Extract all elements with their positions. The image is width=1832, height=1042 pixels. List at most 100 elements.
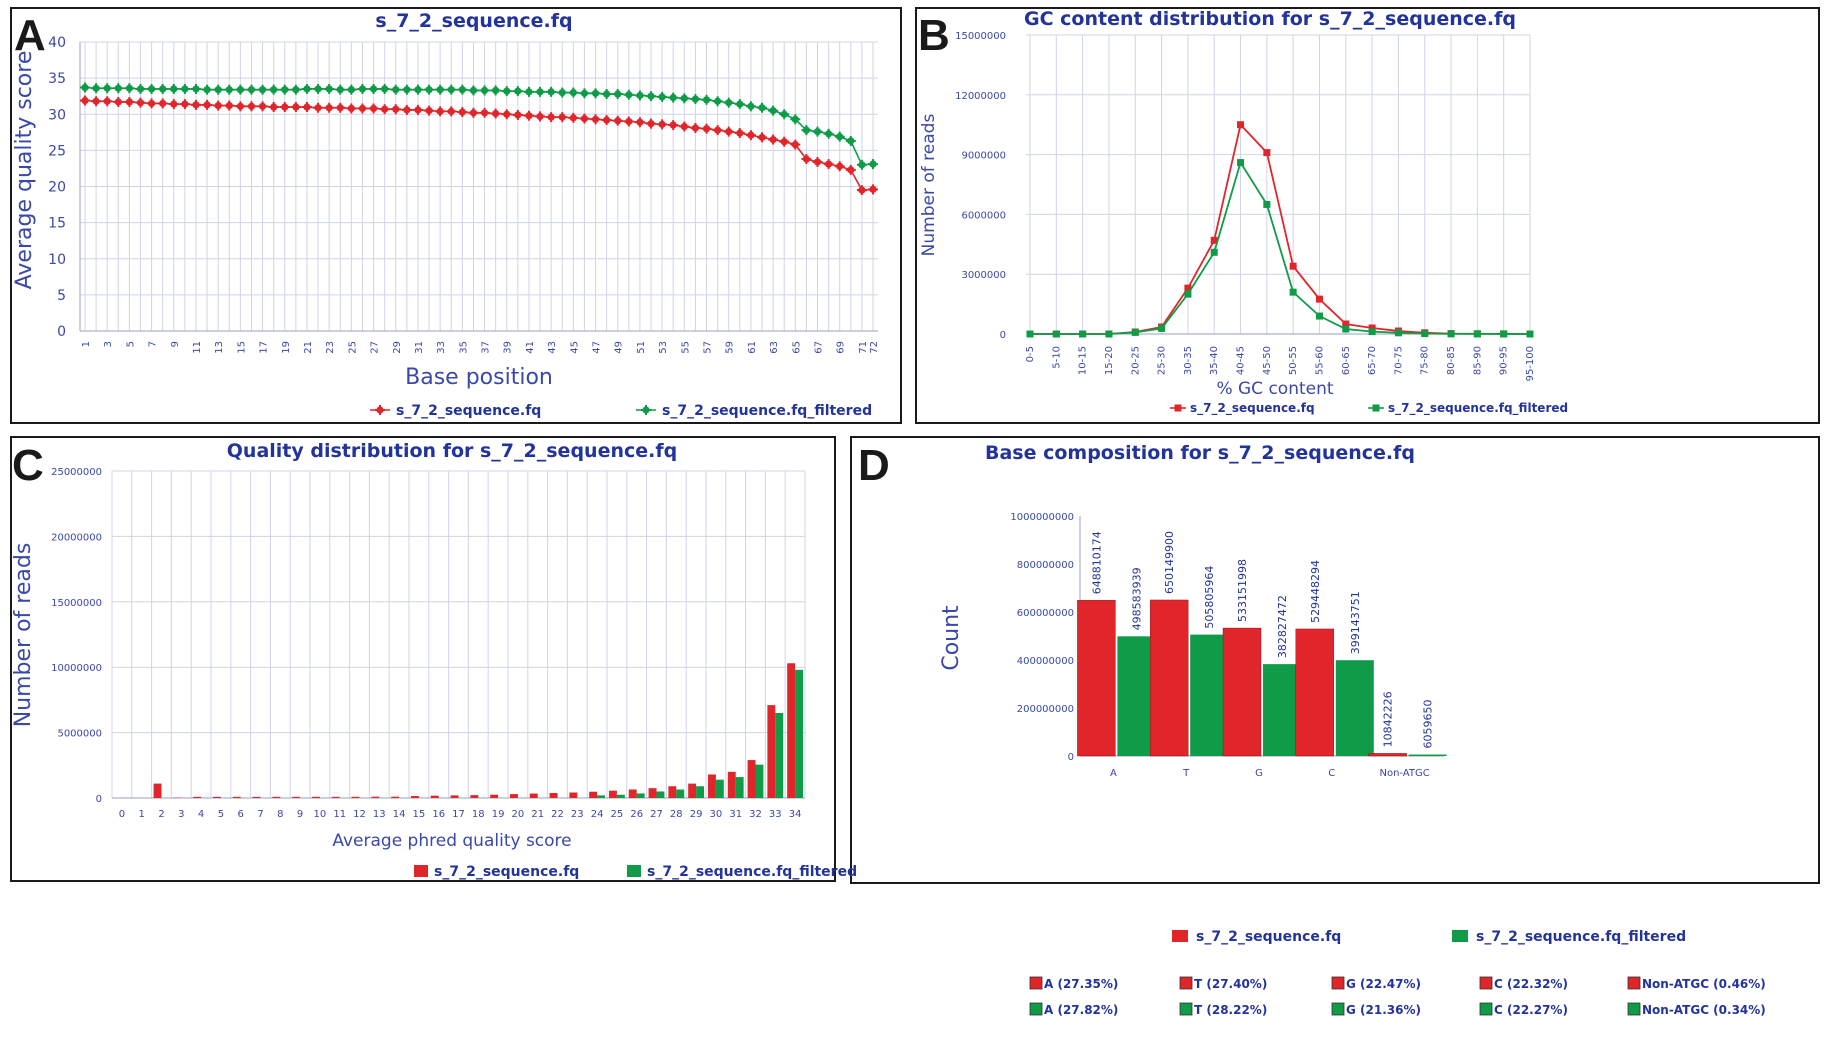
panel-c-bar: [656, 791, 665, 798]
panel-c-legend-swatch: [627, 865, 641, 877]
panel-c-bar: [727, 771, 736, 798]
panel-b-x-tick: 85-90: [1472, 346, 1483, 375]
panel-c-x-tick: 12: [353, 809, 366, 820]
panel-a-y-tick: 20: [48, 180, 66, 196]
panel-c-x-tick: 11: [333, 809, 346, 820]
panel-d-y-tick: 600000000: [1017, 608, 1074, 619]
panel-b-point: [1368, 324, 1376, 332]
panel-c-x-tick: 27: [650, 809, 663, 820]
panel-d-x-tick: G: [1255, 768, 1263, 779]
panel-c-bar: [787, 663, 796, 798]
panel-b-point: [1315, 312, 1323, 320]
panel-d-x-tick: T: [1182, 768, 1190, 779]
panel-b-legend-marker: [1372, 404, 1380, 412]
panel-c-y-label: Number of reads: [11, 543, 36, 728]
panel-c-y-tick: 0: [96, 794, 102, 805]
panel-c-bar: [628, 789, 637, 798]
panel-c-bar: [311, 796, 320, 798]
panel-d-percent-label: Non-ATGC (0.46%): [1642, 977, 1766, 991]
panel-d-x-tick: Non-ATGC: [1379, 768, 1429, 779]
panel-b-y-tick: 12000000: [955, 91, 1006, 102]
panel-c-bar: [735, 777, 744, 798]
panel-b-x-tick: 5-10: [1051, 346, 1062, 369]
panel-c-bar: [668, 786, 677, 798]
panel-c-x-tick: 3: [178, 809, 184, 820]
panel-a-y-tick: 5: [57, 288, 66, 304]
panel-d-bar-value: 529448294: [1309, 560, 1322, 623]
panel-c-bar: [676, 789, 685, 798]
panel-c-bar: [509, 794, 518, 798]
panel-a-x-tick: 15: [236, 341, 247, 354]
panel-a-x-tick: 21: [303, 341, 314, 354]
panel-d-bar-value: 6059650: [1422, 700, 1435, 749]
panel-a-x-tick: 37: [481, 341, 492, 354]
panel-c-bar: [589, 791, 598, 798]
panel-b-legend-label: s_7_2_sequence.fq: [1190, 401, 1315, 416]
panel-b-x-tick: 25-30: [1157, 346, 1168, 375]
panel-b-point: [1210, 236, 1218, 244]
panel-d-percent-label: G (21.36%): [1346, 1003, 1421, 1017]
panel-c-x-tick: 1: [139, 809, 145, 820]
panel-b-x-tick: 0-5: [1025, 346, 1036, 362]
panel-c-x-tick: 20: [512, 809, 525, 820]
panel-a-x-tick: 39: [503, 341, 514, 354]
panel-d-bar-value: 382827472: [1276, 595, 1289, 658]
panel-d-bar: [1295, 628, 1335, 757]
panel-a-x-tick: 31: [414, 341, 425, 354]
panel-b-y-tick: 9000000: [961, 151, 1006, 162]
panel-b-point: [1342, 320, 1350, 328]
panel-a-x-tick: 29: [392, 341, 403, 354]
panel-b-y-tick: 6000000: [961, 210, 1006, 221]
panel-c-bar: [391, 796, 400, 798]
panel-b-point: [1263, 149, 1271, 157]
panel-d-bar-value: 498583939: [1130, 567, 1143, 630]
panel-b-x-tick: 50-55: [1288, 346, 1299, 375]
panel-a-x-tick: 19: [281, 341, 292, 354]
panel-d-bar: [1335, 660, 1374, 756]
panel-d-percent-label: C (22.32%): [1494, 977, 1568, 991]
panel-c-x-tick: 24: [591, 809, 604, 820]
panel-a-x-tick: 72: [869, 341, 880, 354]
panel-a-x-tick: 61: [747, 341, 758, 354]
panel-b-x-tick: 95-100: [1525, 346, 1536, 381]
panel-d-percent-swatch: [1627, 1002, 1641, 1016]
panel-d-legend-swatch: [1452, 930, 1468, 942]
panel-b-x-tick: 60-65: [1341, 346, 1352, 375]
panel-c-x-tick: 30: [710, 809, 723, 820]
panel-c-x-tick: 2: [158, 809, 164, 820]
panel-c-x-tick: 5: [218, 809, 224, 820]
panel-c-bar: [450, 795, 459, 798]
panel-c-x-tick: 22: [551, 809, 564, 820]
panel-a-x-tick: 35: [458, 341, 469, 354]
panel-d-bar-value: 10842226: [1382, 691, 1395, 747]
panel-a-y-label: Average quality score: [12, 51, 37, 290]
panel-d-bar-value: 399143751: [1349, 591, 1362, 654]
panel-d-bar: [1077, 600, 1116, 757]
panel-b-point: [1237, 159, 1245, 167]
panel-a-y-tick: 30: [48, 107, 66, 123]
panel-a-legend-label: s_7_2_sequence.fq_filtered: [662, 403, 872, 419]
panel-c-x-tick: 23: [571, 809, 584, 820]
panel-c-x-tick: 34: [789, 809, 802, 820]
panel-d-y-tick: 800000000: [1017, 560, 1074, 571]
panel-b-legend-label: s_7_2_sequence.fq_filtered: [1388, 401, 1568, 416]
panel-b-point: [1184, 284, 1192, 292]
panel-b-point: [1289, 288, 1297, 296]
panel-a-x-tick: 55: [680, 341, 691, 354]
panel-b-x-tick: 10-15: [1078, 346, 1089, 375]
panel-c-bar: [707, 774, 716, 798]
panel-c-bar: [331, 796, 340, 798]
panel-b-point: [1421, 330, 1429, 338]
panel-a-y-tick: 0: [57, 324, 66, 340]
panel-d-legend-swatch: [1172, 930, 1188, 942]
panel-c-x-tick: 6: [238, 809, 244, 820]
panel-c-x-tick: 17: [452, 809, 465, 820]
panel-c-x-tick: 13: [373, 809, 386, 820]
panel-d-percent-label: A (27.35%): [1044, 977, 1118, 991]
panel-c-bar: [608, 790, 617, 798]
panel-d-y-tick: 200000000: [1017, 704, 1074, 715]
panel-b-x-tick: 45-50: [1262, 346, 1273, 375]
panel-d-percent-swatch: [1479, 976, 1493, 990]
panel-c-title: Quality distribution for s_7_2_sequence.…: [227, 440, 677, 462]
panel-a-x-tick: 25: [347, 341, 358, 354]
